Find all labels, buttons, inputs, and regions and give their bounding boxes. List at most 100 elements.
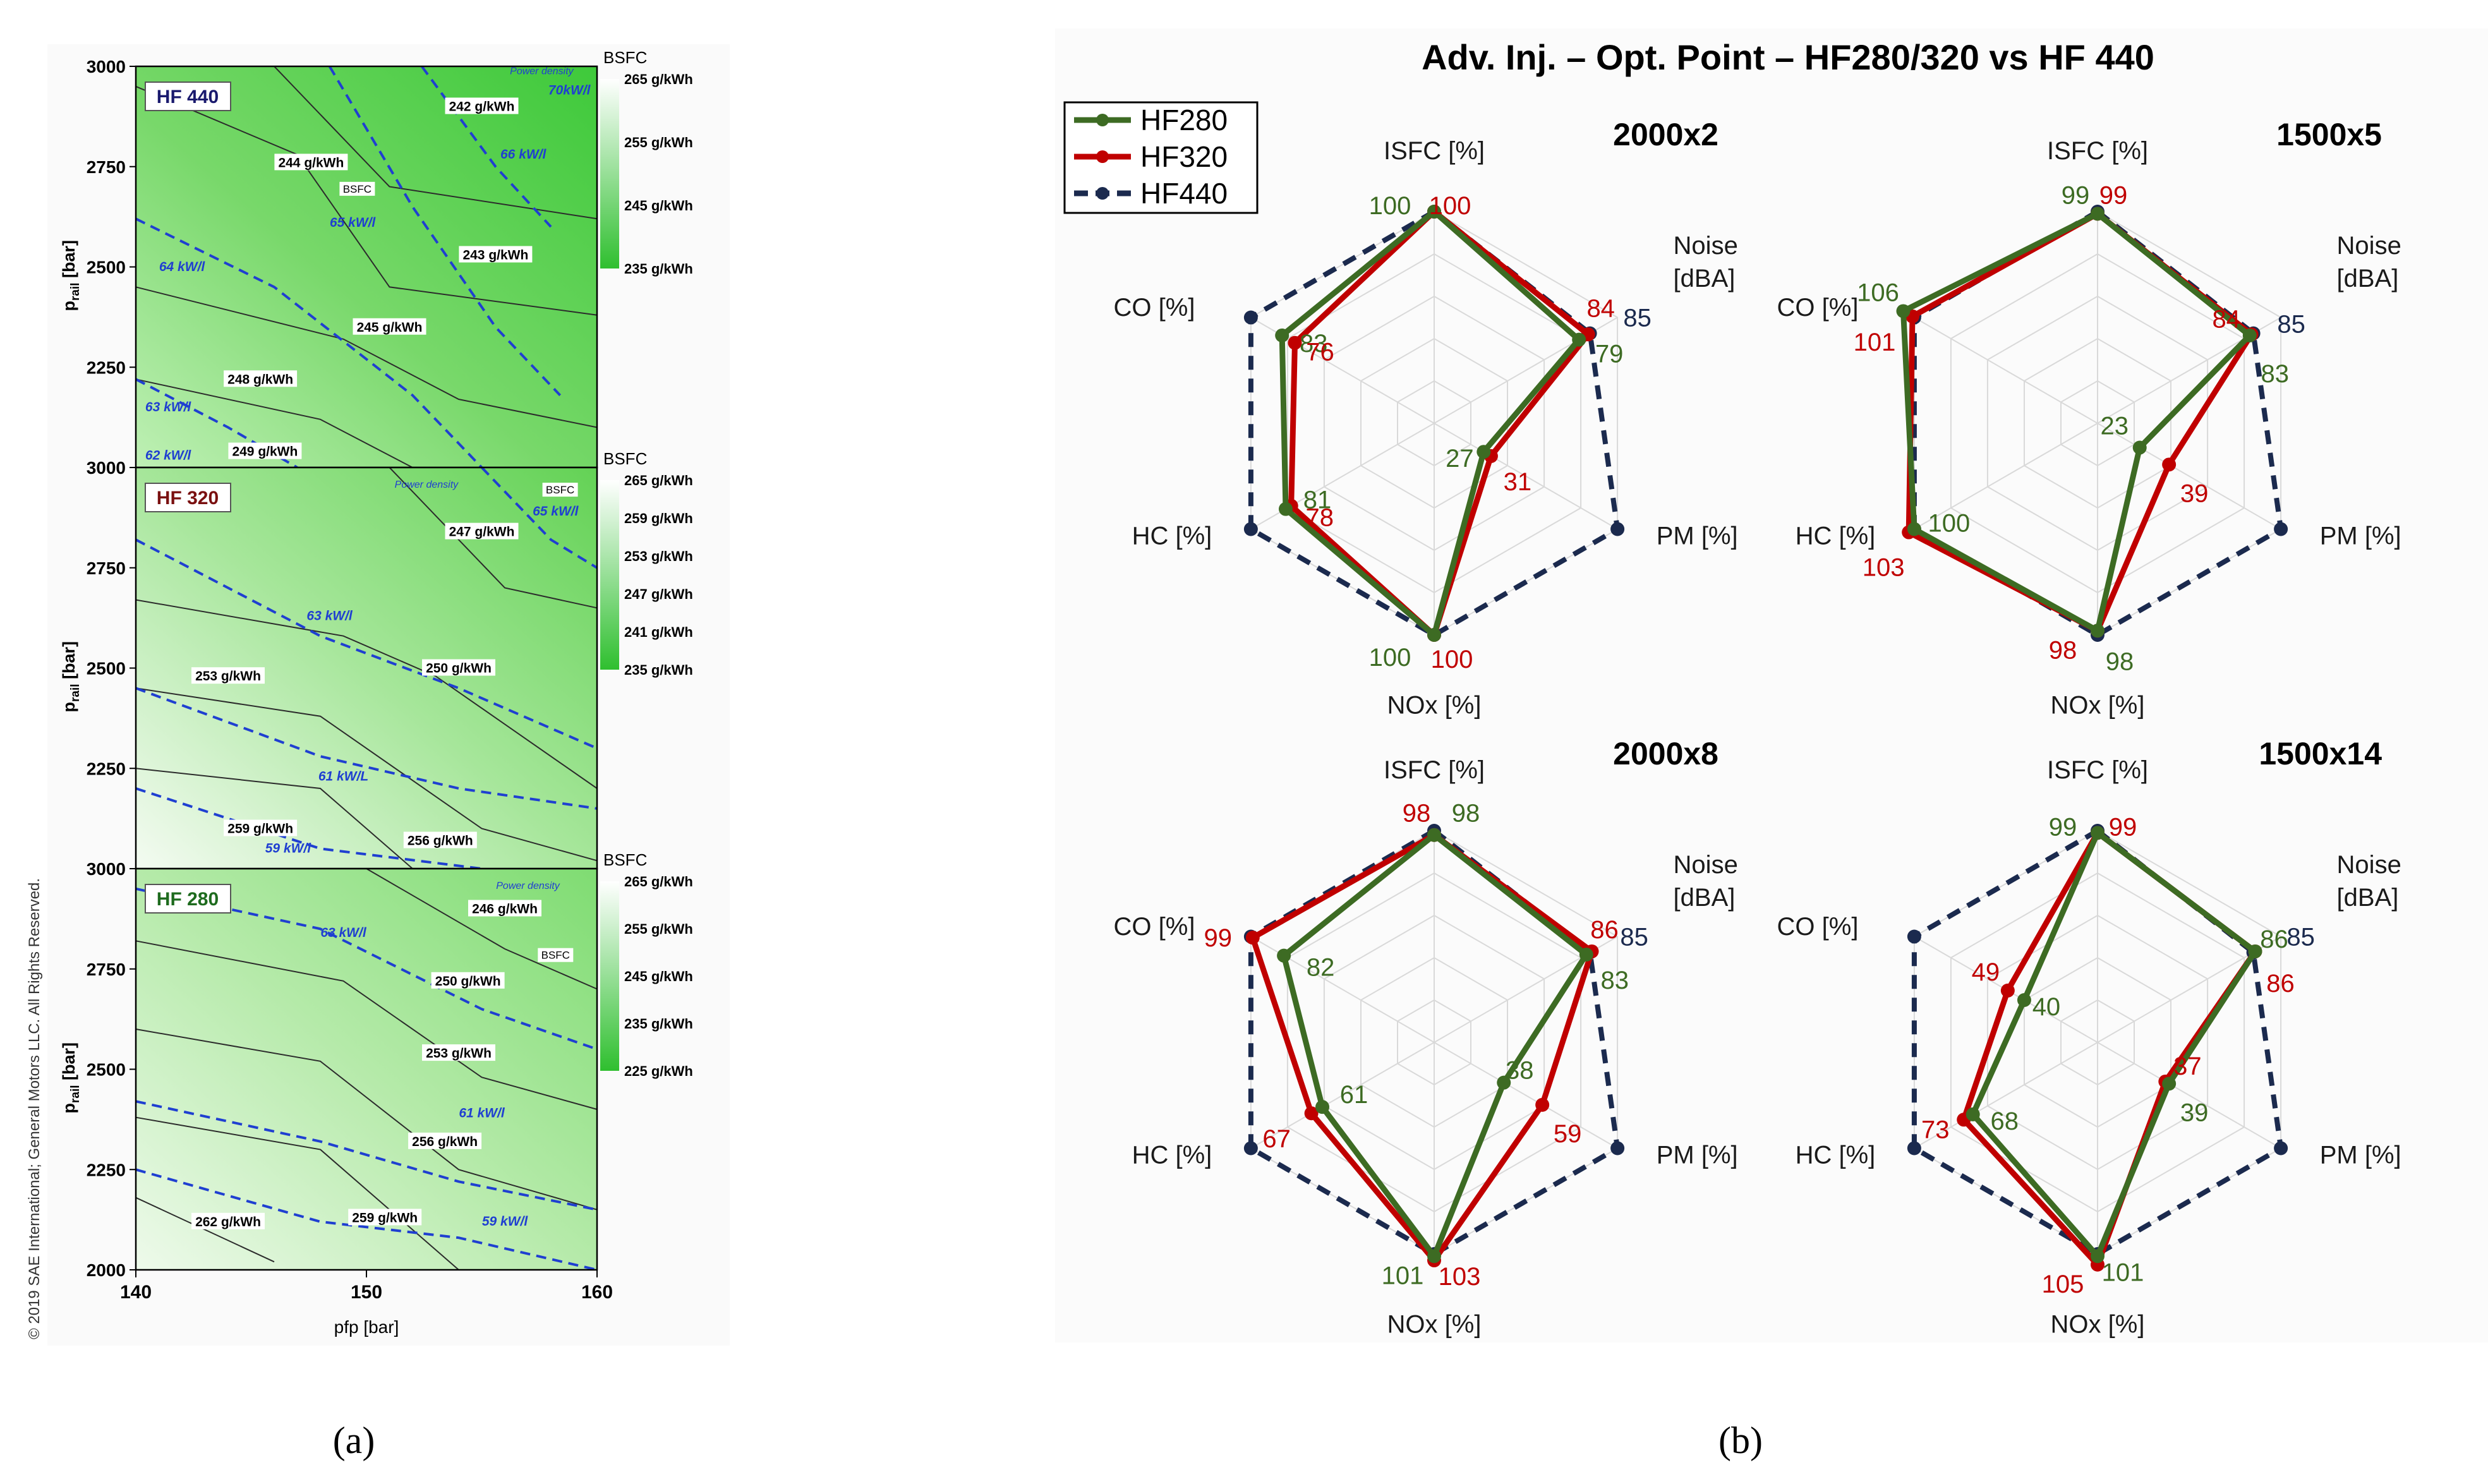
colorbar [600, 79, 619, 268]
radar-data-label-hf280: 86 [2260, 926, 2288, 953]
power-density-label: 63 kW/l [320, 926, 367, 940]
radar-axis-label: HC [%] [1796, 1142, 1876, 1169]
radar-point-hf280 [1907, 522, 1921, 536]
bsfc-annotation: BSFC [546, 484, 574, 496]
radar-data-label-hf440: 85 [2286, 924, 2315, 951]
radar-figure-title: Adv. Inj. – Opt. Point – HF280/320 vs HF… [1422, 37, 2154, 77]
bsfc-contour-line [135, 1116, 459, 1270]
bsfc-contour-label: 256 g/kWh [408, 834, 473, 848]
bsfc-label-box [348, 1209, 422, 1226]
bsfc-annotation-box [542, 483, 578, 497]
colorbar-tick-label: 265 g/kWh [624, 473, 693, 488]
bsfc-contour-line [135, 1197, 275, 1263]
radar-data-label-hf320: 37 [2173, 1053, 2202, 1080]
radar-point-hf440 [1243, 522, 1258, 536]
radar-point-hf280 [2091, 624, 2105, 638]
contour-plot-area [136, 869, 597, 1270]
power-density-contour-line [135, 538, 598, 750]
radar-point-hf280 [1966, 1107, 1980, 1121]
power-density-contour-line [135, 887, 598, 1051]
power-density-contour-line [481, 466, 598, 569]
radar-data-label-hf280: 79 [1595, 341, 1624, 368]
power-density-label: 63 kW/l [145, 400, 192, 414]
bsfc-contour-label: 246 g/kWh [472, 902, 538, 917]
bsfc-contour-line [389, 467, 598, 609]
y-tick-label: 2250 [87, 358, 126, 377]
radar-series-hf280 [1966, 826, 2262, 1264]
bsfc-contour-label: 243 g/kWh [462, 248, 528, 262]
colorbar-tick-label: 235 g/kWh [624, 662, 693, 678]
radar-point-hf440 [1907, 929, 1921, 944]
model-badge-label: HF 440 [157, 87, 219, 107]
power-density-annotation: Power density [496, 881, 560, 891]
bsfc-contour-line [366, 868, 598, 990]
bsfc-contour-label: 250 g/kWh [426, 661, 492, 676]
radar-spoke [1250, 1042, 1435, 1149]
radar-chart-title: 1500x5 [2276, 117, 2382, 152]
contour-subplot-hf440: 242 g/kWh 244 g/kWh 243 g/kWh 245 g/kWh 248 … [59, 48, 693, 475]
radar-axis-label: NOx [%] [1387, 692, 1482, 720]
radar-data-label-hf320: 103 [1439, 1263, 1481, 1291]
bsfc-label-box [422, 659, 495, 676]
colorbar [600, 480, 619, 670]
radar-axis-label: HC [%] [1132, 1142, 1212, 1169]
radar-data-label-hf320: 67 [1262, 1125, 1291, 1153]
colorbar [600, 881, 619, 1071]
radar-point-hf320 [2000, 983, 2015, 998]
contour-subplot-hf280: 246 g/kWh 250 g/kWh 253 g/kWh 256 g/kWh 259 … [59, 850, 693, 1280]
radar-data-label-hf280: 101 [1382, 1262, 1424, 1289]
colorbar-tick-label: 259 g/kWh [624, 510, 693, 526]
radar-spoke [1914, 1042, 2098, 1149]
bsfc-contour-line [135, 599, 598, 789]
radar-point-hf320 [1304, 1106, 1319, 1121]
bsfc-label-box [353, 318, 426, 335]
radar-data-label-hf320: 78 [1305, 504, 1334, 532]
colorbar-title: BSFC [603, 850, 647, 869]
radar-data-label-hf280: 100 [1369, 644, 1411, 672]
bsfc-contour-label: 247 g/kWh [449, 525, 515, 540]
bsfc-contour-label: 259 g/kWh [352, 1210, 418, 1225]
panel-a: 242 g/kWh 244 g/kWh 243 g/kWh 245 g/kWh 248 … [26, 44, 730, 1461]
power-density-label: 59 kW/l [265, 842, 312, 856]
power-density-label: 61 kW/L [318, 769, 368, 783]
model-badge-label: HF 280 [157, 889, 219, 910]
power-density-label: 65 kW/l [330, 215, 377, 230]
bsfc-label-box [191, 1212, 265, 1229]
radar-point-hf440 [2274, 522, 2288, 536]
radar-data-label-hf320: 100 [1431, 646, 1473, 673]
radar-axis-label-noise: Noise [1674, 851, 1738, 879]
radar-series-hf280 [1275, 205, 1586, 642]
y-tick-label: 2500 [87, 258, 126, 277]
radar-point-hf280 [2091, 826, 2105, 840]
radar-chart-2000x2: ISFC [%] Noise [dBA] PM [%] NOx [%] HC [%] CO … [1114, 117, 1738, 720]
y-tick-label: 3000 [87, 458, 126, 478]
radar-chart-title: 2000x8 [1613, 736, 1718, 771]
power-density-contour-line [135, 787, 482, 870]
radar-point-hf440 [2274, 1141, 2288, 1155]
radar-point-hf280 [1427, 828, 1441, 842]
legend-marker-hf280 [1096, 114, 1109, 126]
legend-label-hf280: HF280 [1140, 104, 1228, 136]
bsfc-label-box [422, 1044, 495, 1061]
radar-point-hf280 [1572, 332, 1586, 347]
radar-data-label-hf280: 39 [2180, 1099, 2209, 1126]
bsfc-contour-line [135, 1029, 598, 1210]
colorbar-tick-label: 225 g/kWh [624, 1063, 693, 1079]
radar-point-hf280 [2091, 207, 2105, 221]
legend-marker-hf440 [1096, 187, 1109, 200]
model-badge [145, 483, 231, 512]
y-tick-label: 3000 [87, 57, 126, 76]
power-density-label: 65 kW/l [533, 504, 579, 519]
bsfc-contour-label: 262 g/kWh [195, 1215, 261, 1229]
x-axis-title: pfp [bar] [334, 1317, 399, 1337]
bsfc-contour-label: 244 g/kWh [278, 155, 344, 170]
y-tick-label: 2250 [87, 1160, 126, 1179]
bsfc-contour-label: 250 g/kWh [435, 974, 501, 989]
radar-data-label-hf320: 100 [1429, 192, 1471, 220]
bsfc-label-box [468, 900, 541, 917]
radar-data-label-hf280: 82 [1307, 954, 1335, 982]
colorbar-tick-label: 265 g/kWh [624, 71, 693, 87]
radar-point-hf280 [2242, 328, 2257, 342]
